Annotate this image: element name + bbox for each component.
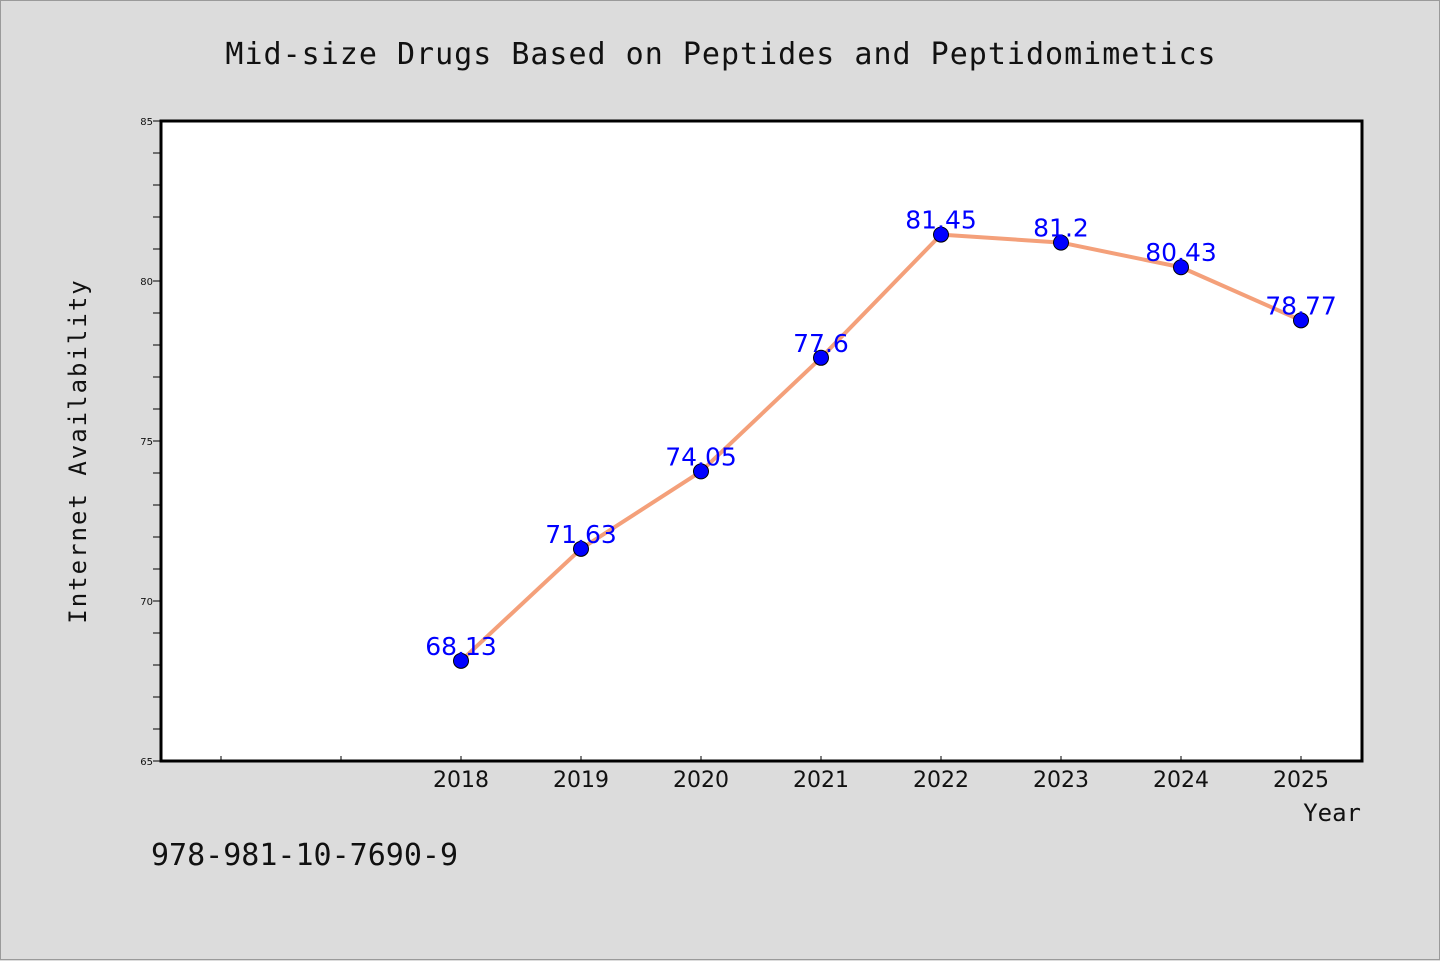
data-label: 81.2 (1033, 214, 1089, 243)
x-tick-label: 2018 (433, 768, 489, 793)
x-tick-label: 2024 (1153, 768, 1209, 793)
data-label: 80.43 (1145, 238, 1217, 267)
y-tick-label: 80 (140, 277, 153, 288)
series-line (459, 232, 1303, 663)
data-label: 78.77 (1265, 291, 1337, 320)
x-tick-label: 2022 (913, 768, 969, 793)
data-point (1173, 259, 1189, 276)
data-label: 74.05 (665, 442, 737, 471)
data-label: 68.13 (425, 632, 497, 661)
y-tick-label: 65 (140, 757, 153, 768)
data-point (693, 463, 709, 480)
data-point (573, 540, 589, 557)
x-tick-label: 2023 (1033, 768, 1089, 793)
data-point (1293, 312, 1309, 329)
y-tick-label: 85 (140, 117, 153, 128)
plot-area (159, 119, 1364, 763)
x-tick-label: 2019 (553, 768, 609, 793)
x-axis: 2018 2019 2020 2021 2022 2023 2024 2025 (220, 756, 1329, 793)
series-group: 68.13 71.63 74.05 77.6 81.45 81.2 80.43 78.77 (425, 206, 1337, 669)
data-label: 77.6 (793, 329, 849, 358)
data-point (453, 652, 469, 669)
data-point (1053, 234, 1069, 251)
data-label: 81.45 (905, 206, 977, 235)
x-tick-label: 2021 (793, 768, 849, 793)
data-label: 71.63 (545, 520, 617, 549)
y-tick-label: 75 (140, 437, 153, 448)
chart-title: Mid-size Drugs Based on Peptides and Pep… (225, 37, 1216, 72)
x-tick-label: 2020 (673, 768, 729, 793)
footer-code: 978-981-10-7690-9 (151, 838, 458, 873)
x-axis-label: Year (1303, 799, 1361, 827)
data-point (933, 226, 949, 243)
data-point (813, 349, 829, 366)
y-tick-label: 70 (140, 597, 153, 608)
y-axis-label: Internet Availability (64, 278, 92, 623)
y-axis: 65 70 75 80 85 (140, 117, 161, 768)
x-tick-label: 2025 (1273, 768, 1329, 793)
